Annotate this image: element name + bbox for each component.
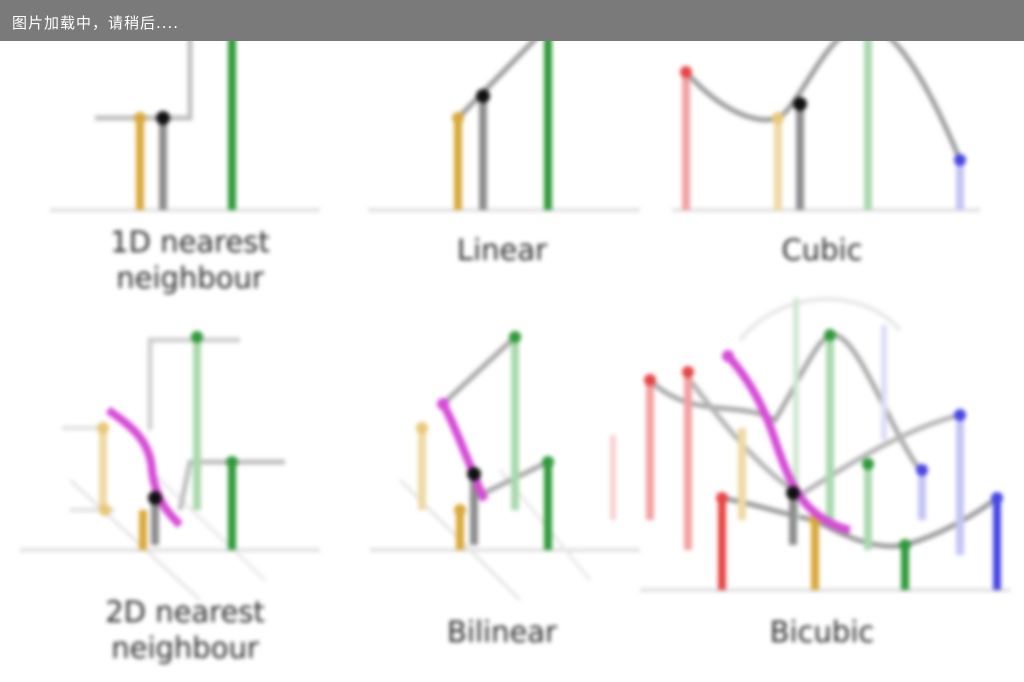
point-red — [716, 492, 728, 504]
step-curve-front — [177, 459, 285, 511]
point-blue-back — [916, 464, 928, 476]
point-blue-mid — [954, 409, 966, 421]
loading-banner: 图片加载中，请稍后.... — [0, 0, 1024, 41]
magenta-curve — [725, 353, 851, 534]
point-gold — [772, 112, 784, 124]
panel-cubic — [672, 20, 980, 212]
point-query — [148, 491, 162, 505]
point-blue — [954, 154, 966, 166]
point-green-mid — [862, 458, 874, 470]
panel-2d-nearest — [20, 331, 320, 602]
point-green-front — [226, 456, 238, 468]
point-gold-back — [97, 422, 109, 434]
depth-axis — [68, 478, 202, 602]
point-magenta — [722, 350, 734, 362]
panel-bicubic — [610, 297, 1010, 592]
point-green-back — [509, 331, 521, 343]
caption-bicubic: Bicubic — [770, 615, 875, 649]
caption-cubic: Cubic — [781, 233, 862, 267]
point-green — [899, 539, 911, 551]
magenta-curve — [105, 406, 183, 528]
bicubic-front-curve — [721, 495, 999, 549]
panel-1d-nearest — [50, 19, 320, 212]
point-gold-back — [416, 422, 428, 434]
panel-linear — [368, 19, 640, 212]
panel-bilinear — [370, 331, 640, 602]
point-blue — [991, 492, 1003, 504]
point-red — [680, 66, 692, 78]
point-query — [793, 97, 807, 111]
point-red-back — [644, 374, 656, 386]
point-query — [786, 486, 800, 500]
point-query — [467, 467, 481, 481]
cubic-curve — [684, 23, 963, 161]
point-gold — [134, 112, 146, 124]
point-red-mid — [682, 366, 694, 378]
caption-2d-nearest-line1: 2D nearest — [105, 595, 265, 629]
depth-axis-2 — [148, 468, 267, 582]
point-green-front — [542, 456, 554, 468]
loading-text: 图片加载中，请稍后.... — [12, 14, 180, 32]
linear-back — [441, 335, 517, 406]
point-green-back — [824, 329, 836, 341]
caption-1d-nearest-line2: neighbour — [116, 261, 264, 295]
back-arc — [738, 297, 902, 342]
point-gold — [452, 112, 464, 124]
caption-bilinear: Bilinear — [447, 615, 557, 649]
point-query — [476, 89, 490, 103]
caption-1d-nearest-line1: 1D nearest — [110, 225, 270, 259]
linear-curve — [456, 24, 550, 120]
caption-2d-nearest-line2: neighbour — [111, 631, 259, 665]
step-curve-back — [147, 337, 240, 430]
point-magenta — [437, 398, 449, 410]
caption-linear: Linear — [457, 233, 547, 267]
point-query — [156, 111, 170, 125]
point-gold — [454, 504, 466, 516]
point-gold-front — [99, 504, 111, 516]
point-green-back — [191, 331, 203, 343]
magenta-curve — [439, 402, 489, 503]
